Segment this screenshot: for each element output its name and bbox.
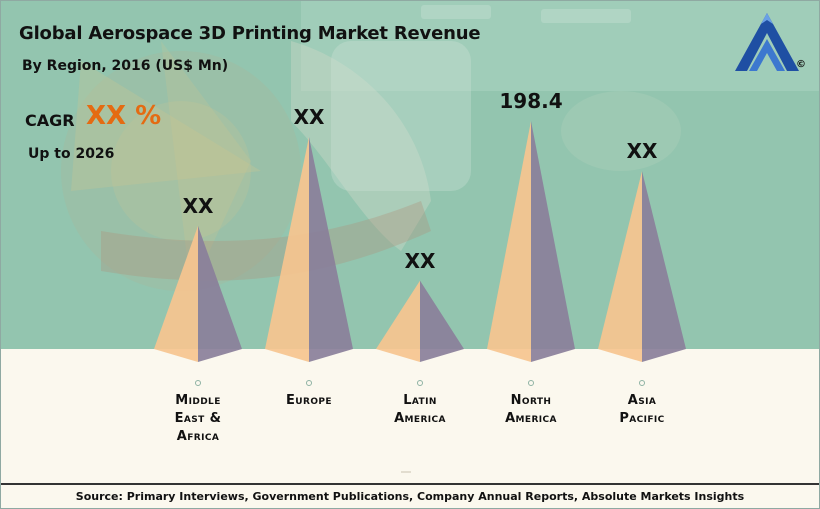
category-tick-dot xyxy=(639,380,645,386)
data-label: XX xyxy=(293,104,325,129)
category-label: North America xyxy=(505,393,557,426)
category-label: Middle East & Africa xyxy=(174,393,222,444)
data-label: 198.4 xyxy=(499,89,563,113)
category-tick-dot xyxy=(528,380,534,386)
hero-background xyxy=(1,1,819,349)
data-label: XX xyxy=(626,139,658,164)
chart-subtitle: By Region, 2016 (US$ Mn) xyxy=(22,58,229,74)
category-tick-dot xyxy=(195,380,201,386)
pyramid-face-light xyxy=(598,171,642,362)
category-area-background xyxy=(1,349,819,483)
pyramid-face-dark xyxy=(198,225,242,362)
pyramid-face-light xyxy=(154,225,198,362)
pyramid-face-light xyxy=(265,136,309,362)
pyramid-bar xyxy=(154,225,242,362)
copyright-symbol: © xyxy=(796,59,806,70)
category-label: Europe xyxy=(286,393,332,408)
pyramid-face-dark xyxy=(309,136,353,362)
absolute-markets-insights-logo-icon xyxy=(735,13,799,71)
category-tick-dot xyxy=(306,380,312,386)
pyramid-bar xyxy=(598,171,686,362)
pyramid-bar xyxy=(265,136,353,362)
cagr-value: XX % xyxy=(86,101,162,131)
chart-title: Global Aerospace 3D Printing Market Reve… xyxy=(19,23,481,44)
source-note: Source: Primary Interviews, Government P… xyxy=(75,490,745,503)
pyramid-face-dark xyxy=(420,280,464,362)
pyramid-bar xyxy=(487,121,575,362)
cagr-label: CAGR xyxy=(25,111,75,130)
pyramid-face-dark xyxy=(531,121,575,362)
engine-photo-illustration xyxy=(1,1,819,349)
cagr-period: Up to 2026 xyxy=(28,146,115,162)
pyramid-face-light xyxy=(487,121,531,362)
data-label: XX xyxy=(404,248,436,273)
category-label: Latin America xyxy=(394,393,446,426)
pyramid-face-light xyxy=(376,280,420,362)
data-label: XX xyxy=(182,193,214,218)
pyramid-bar xyxy=(376,280,464,362)
category-label: Asia Pacific xyxy=(619,393,665,426)
footer-bar: Source: Primary Interviews, Government P… xyxy=(1,483,819,508)
category-tick-dot xyxy=(417,380,423,386)
pyramid-face-dark xyxy=(642,171,686,362)
pyramid-chart xyxy=(154,121,686,473)
